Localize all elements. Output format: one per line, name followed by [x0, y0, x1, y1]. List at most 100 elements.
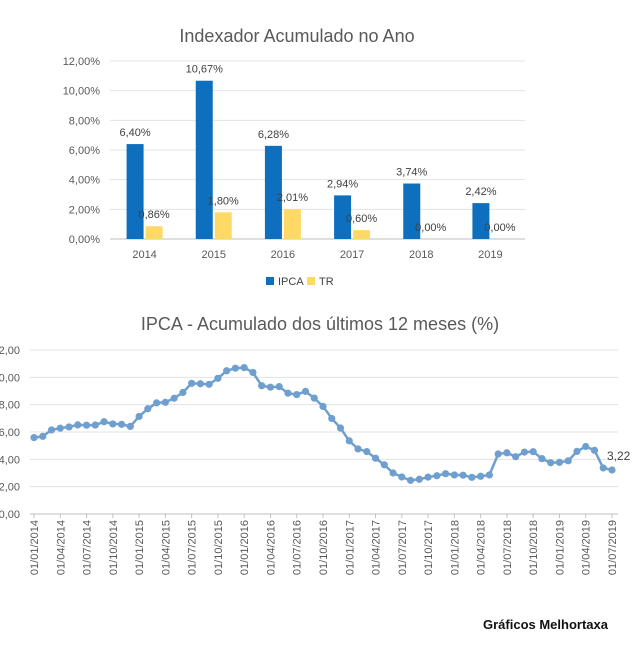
line-x-tick-label: 01/07/2016: [292, 520, 304, 575]
bar-data-label: 3,74%: [396, 167, 427, 179]
line-data-point: [459, 471, 467, 479]
line-data-point: [450, 471, 458, 479]
line-x-tick-label: 01/07/2017: [397, 520, 409, 575]
legend-tr-swatch: [307, 277, 315, 285]
bar-tr-2014: [145, 226, 163, 239]
bar-x-tick-label: 2019: [478, 249, 502, 261]
line-data-point: [109, 420, 117, 428]
line-x-tick-label: 01/01/2017: [344, 520, 356, 575]
line-data-point: [65, 423, 73, 431]
line-data-point: [301, 387, 310, 396]
bar-data-label: 0,86%: [138, 209, 169, 221]
bar-y-tick-label: 6,00%: [69, 145, 100, 157]
bar-data-label: 2,42%: [465, 186, 496, 198]
line-data-point: [39, 432, 47, 440]
line-y-tick-label: 12,00: [0, 345, 20, 357]
bar-data-label: 2,01%: [277, 192, 308, 204]
line-x-tick-label: 01/10/2014: [108, 520, 120, 575]
line-data-point: [214, 374, 222, 382]
line-data-point: [529, 448, 537, 456]
bar-y-tick-label: 8,00%: [69, 115, 100, 127]
line-x-tick-label: 01/07/2018: [502, 520, 514, 575]
line-y-tick-label: 4,00: [0, 454, 20, 466]
line-data-point: [319, 402, 327, 411]
line-data-point: [538, 455, 546, 463]
line-data-point: [205, 380, 213, 388]
bar-x-tick-label: 2018: [409, 249, 433, 261]
line-data-point: [345, 437, 353, 445]
bar-data-label: 2,94%: [327, 178, 358, 190]
line-x-tick-label: 01/01/2014: [29, 520, 41, 575]
line-data-point: [153, 399, 161, 407]
legend-ipca-label: IPCA: [278, 276, 304, 288]
bar-y-tick-label: 4,00%: [69, 175, 100, 187]
line-x-tick-label: 01/10/2016: [318, 520, 330, 575]
bar-chart-legend: IPCA TR: [266, 276, 334, 288]
line-data-point: [258, 382, 266, 390]
line-data-point: [468, 473, 476, 481]
line-data-point: [284, 389, 292, 397]
line-data-point: [503, 449, 511, 457]
line-data-point: [398, 473, 406, 481]
line-x-tick-label: 01/10/2015: [213, 520, 225, 575]
line-x-tick-label: 01/07/2014: [82, 520, 94, 575]
line-data-point: [56, 424, 64, 432]
line-x-tick-label: 01/10/2017: [423, 520, 435, 575]
line-data-point: [74, 421, 82, 429]
line-data-point: [223, 367, 231, 375]
line-data-point: [363, 447, 371, 456]
line-data-point: [336, 424, 345, 432]
line-x-tick-label: 01/01/2015: [134, 520, 146, 575]
line-data-point: [590, 446, 599, 454]
line-x-tick-label: 01/04/2015: [160, 520, 172, 575]
bar-data-label: 0,60%: [346, 213, 377, 225]
line-data-point: [266, 383, 275, 391]
bar-ipca-2019: [472, 203, 490, 239]
line-x-tick-label: 01/10/2018: [528, 520, 540, 575]
line-x-tick-label: 01/07/2019: [607, 520, 619, 575]
line-data-point: [135, 412, 143, 421]
line-x-tick-label: 01/04/2016: [265, 520, 277, 575]
bar-x-tick-label: 2014: [132, 249, 156, 261]
line-x-tick-label: 01/01/2019: [554, 520, 566, 575]
line-x-tick-label: 01/01/2016: [239, 520, 251, 575]
line-data-point: [161, 398, 169, 406]
bar-tr-2016: [283, 209, 301, 239]
legend-ipca-swatch: [266, 277, 274, 285]
bar-y-tick-label: 2,00%: [69, 204, 100, 216]
credit-text: Gráficos Melhortaxa: [483, 617, 608, 632]
bar-ipca-2014: [126, 144, 144, 239]
bar-x-tick-label: 2017: [340, 249, 364, 261]
line-data-point: [599, 464, 607, 472]
last-value-label: 3,22: [607, 449, 631, 463]
line-data-point: [293, 390, 301, 399]
line-data-point: [144, 405, 152, 413]
line-data-point: [328, 414, 336, 423]
line-chart-title: IPCA - Acumulado dos últimos 12 meses (%…: [141, 314, 499, 334]
bar-ipca-2017: [334, 195, 352, 239]
line-x-tick-label: 01/07/2015: [187, 520, 199, 575]
line-data-point: [608, 466, 616, 474]
line-data-point: [433, 472, 441, 480]
ipca-12-month-line-chart: IPCA - Acumulado dos últimos 12 meses (%…: [0, 314, 631, 575]
line-data-point: [485, 471, 493, 479]
line-data-point: [406, 476, 415, 484]
bar-ipca-2015: [195, 80, 213, 239]
line-y-tick-label: 10,00: [0, 372, 20, 384]
line-data-point: [126, 422, 134, 430]
line-data-point: [564, 457, 572, 465]
line-data-point: [170, 394, 178, 402]
line-x-tick-label: 01/04/2018: [476, 520, 488, 575]
bar-data-label: 10,67%: [186, 64, 224, 76]
bar-x-tick-label: 2016: [271, 249, 295, 261]
line-data-point: [547, 459, 555, 467]
line-data-point: [240, 364, 248, 372]
line-y-tick-label: 0,00: [0, 509, 20, 521]
legend-tr-label: TR: [319, 276, 334, 288]
line-data-point: [100, 418, 108, 426]
bar-data-label: 0,00%: [415, 222, 446, 234]
bar-y-tick-label: 10,00%: [63, 86, 101, 98]
line-data-point: [47, 426, 56, 434]
line-y-tick-label: 2,00: [0, 482, 20, 494]
line-data-point: [371, 454, 380, 462]
